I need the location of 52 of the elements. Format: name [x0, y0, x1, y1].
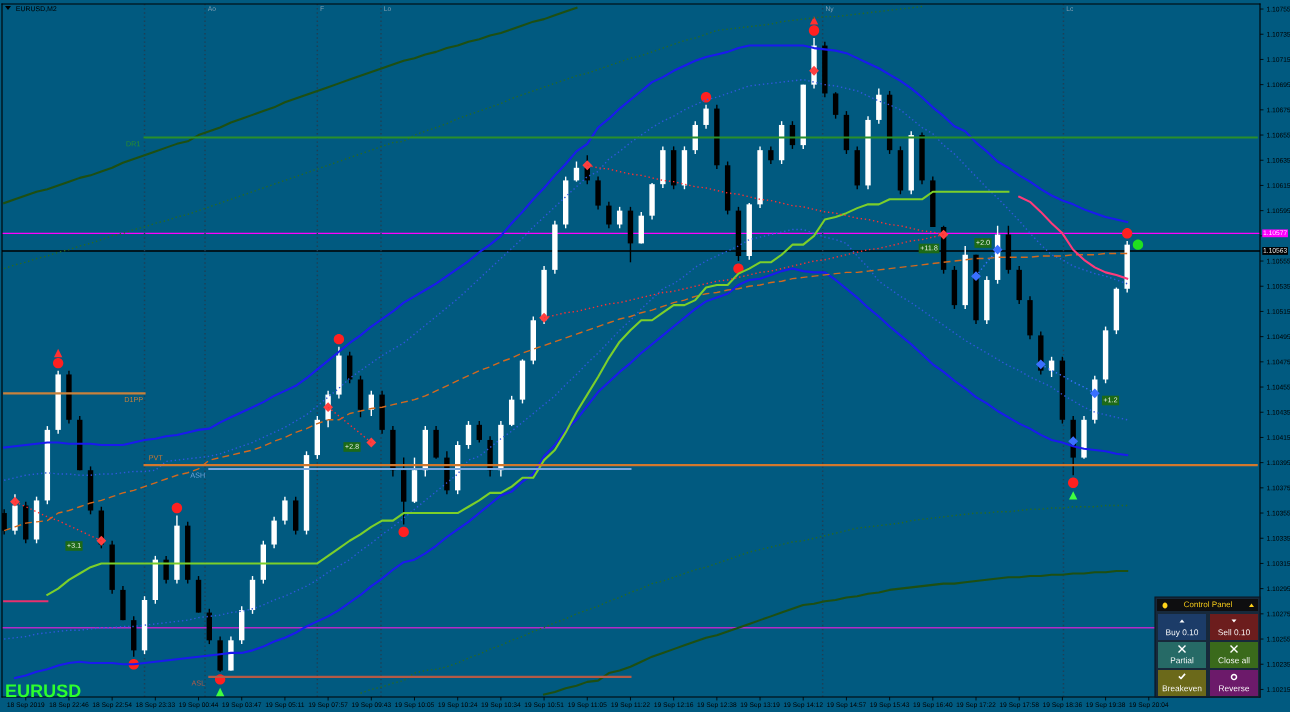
point	[1067, 477, 1079, 489]
point	[971, 271, 981, 282]
candlestick	[465, 420, 472, 450]
line-series	[3, 228, 1128, 640]
point	[992, 244, 1003, 255]
line-series	[3, 6, 578, 205]
line-series	[359, 504, 1128, 694]
point	[366, 437, 377, 448]
point	[398, 526, 409, 538]
point	[1132, 239, 1144, 250]
point	[1069, 491, 1078, 500]
line-series	[3, 78, 1128, 481]
line-series	[543, 569, 1129, 696]
annotation: Reverse	[1219, 685, 1250, 692]
annotation: Close all	[1218, 657, 1250, 664]
annotation: Sell 0.10	[1218, 629, 1250, 636]
line-series	[46, 190, 1010, 596]
point	[1068, 436, 1079, 447]
line-series	[1018, 195, 1129, 280]
line-series	[13, 267, 1129, 680]
annotation: Partial	[1170, 657, 1194, 664]
candlestick	[1048, 356, 1055, 378]
candlestick	[703, 104, 709, 130]
point	[10, 496, 20, 507]
line-series	[3, 5, 923, 270]
point	[96, 535, 107, 546]
annotation: EURUSD	[6, 684, 81, 698]
point	[1035, 359, 1046, 370]
point	[171, 502, 183, 514]
candlestick	[606, 201, 612, 229]
point	[53, 348, 63, 358]
point	[808, 25, 820, 36]
point	[215, 687, 225, 697]
candlestick	[476, 420, 482, 444]
point	[809, 16, 819, 25]
point	[539, 312, 549, 323]
point	[582, 160, 593, 171]
line-series	[3, 44, 1129, 449]
line-series	[3, 252, 1128, 532]
point	[52, 357, 64, 369]
point	[1121, 228, 1133, 239]
point	[1089, 388, 1100, 399]
candlestick	[832, 91, 839, 120]
candlestick	[282, 495, 288, 526]
point	[809, 65, 819, 76]
annotation: Buy 0.10	[1166, 629, 1199, 637]
annotation: Control Panel	[1184, 601, 1232, 608]
annotation: Breakeven	[1162, 685, 1202, 692]
point	[333, 333, 345, 345]
point	[700, 92, 712, 103]
point	[323, 402, 334, 413]
candlestick	[271, 516, 277, 550]
